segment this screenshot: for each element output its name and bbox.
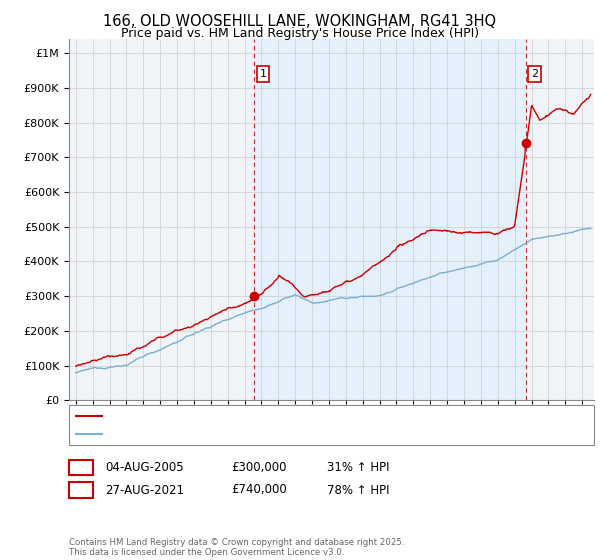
Text: 2: 2 [77,483,85,497]
Text: Price paid vs. HM Land Registry's House Price Index (HPI): Price paid vs. HM Land Registry's House … [121,27,479,40]
Text: 166, OLD WOOSEHILL LANE, WOKINGHAM, RG41 3HQ (semi-detached house): 166, OLD WOOSEHILL LANE, WOKINGHAM, RG41… [108,411,512,421]
Text: £740,000: £740,000 [231,483,287,497]
Text: 1: 1 [259,69,266,79]
Text: 27-AUG-2021: 27-AUG-2021 [105,483,184,497]
Text: Contains HM Land Registry data © Crown copyright and database right 2025.
This d: Contains HM Land Registry data © Crown c… [69,538,404,557]
Text: 31% ↑ HPI: 31% ↑ HPI [327,461,389,474]
Text: 78% ↑ HPI: 78% ↑ HPI [327,483,389,497]
Text: 04-AUG-2005: 04-AUG-2005 [105,461,184,474]
Text: 2: 2 [530,69,538,79]
Text: 166, OLD WOOSEHILL LANE, WOKINGHAM, RG41 3HQ: 166, OLD WOOSEHILL LANE, WOKINGHAM, RG41… [103,14,497,29]
Text: 1: 1 [77,461,85,474]
Text: HPI: Average price, semi-detached house, Wokingham: HPI: Average price, semi-detached house,… [108,429,391,439]
Bar [254,39,526,400]
Text: £300,000: £300,000 [231,461,287,474]
